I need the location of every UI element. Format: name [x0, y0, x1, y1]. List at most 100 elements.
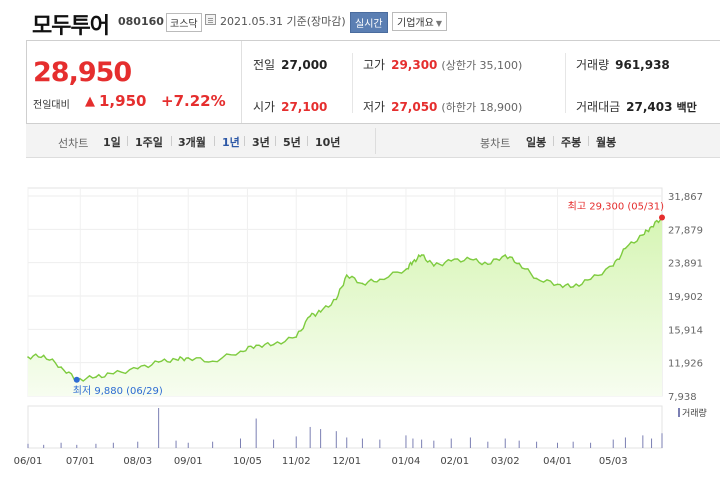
x-tick-label: 02/01 — [440, 456, 469, 467]
high-value: 29,300 — [391, 58, 438, 72]
price-point — [642, 234, 644, 236]
tab-separator — [127, 136, 128, 146]
low-marker-label: 최저 9,880 (06/29) — [73, 385, 163, 397]
price-point — [572, 286, 574, 288]
line-chart-label: 선차트 — [58, 137, 89, 150]
trade-amount: 거래대금 27,403 백만 — [576, 98, 697, 115]
low-label: 저가 — [363, 100, 386, 114]
price-point — [255, 344, 257, 347]
volume-bar — [320, 429, 322, 448]
y-tick-label: 31,867 — [668, 192, 703, 203]
high-label: 고가 — [363, 58, 386, 72]
x-tick-label: 09/01 — [174, 456, 203, 467]
price-point — [650, 225, 653, 228]
tab-3y[interactable]: 3년 — [252, 136, 270, 149]
volume-bar — [651, 438, 653, 448]
tab-1w[interactable]: 1주일 — [135, 136, 163, 149]
volume-bar — [405, 435, 407, 448]
volume-bar — [76, 444, 78, 448]
y-tick-label: 7,938 — [668, 392, 697, 403]
price-point — [612, 265, 615, 267]
divider — [352, 53, 353, 113]
high-marker — [659, 214, 665, 221]
tab-separator — [588, 136, 589, 146]
tab-1d[interactable]: 1일 — [103, 136, 121, 149]
tab-separator — [553, 136, 554, 146]
lower-limit: (하한가 18,900) — [441, 101, 523, 114]
tab-3m[interactable]: 3개월 — [178, 136, 206, 149]
volume-bar — [60, 442, 62, 448]
x-tick-label: 12/01 — [332, 456, 361, 467]
current-price: 28,950 — [33, 57, 132, 88]
volume-value: 961,938 — [615, 58, 670, 72]
tab-5y[interactable]: 5년 — [283, 136, 301, 149]
stock-header: 모두투어 080160 코스닥 2021.05.31 기준(장마감) 실시간 기… — [0, 0, 720, 40]
price-point — [361, 282, 364, 285]
amount-label: 거래대금 — [576, 100, 621, 114]
volume-bar — [27, 443, 29, 448]
tab-weekly[interactable]: 주봉 — [561, 136, 582, 149]
x-tick-label: 06/01 — [14, 456, 43, 467]
company-overview-label: 기업개요 — [397, 18, 434, 29]
volume-bar — [661, 433, 663, 448]
x-tick-label: 11/02 — [282, 456, 311, 467]
price-point — [589, 278, 592, 281]
volume-bar — [572, 441, 574, 448]
company-overview-button[interactable]: 기업개요 ▼ — [392, 12, 447, 31]
volume-bar — [379, 439, 381, 448]
volume-bar — [536, 441, 538, 448]
price-box: 28,950 전일대비 ▲ 1,950 +7.22% — [27, 41, 242, 123]
volume-bar — [433, 440, 435, 448]
tab-10y[interactable]: 10년 — [315, 136, 341, 149]
price-point — [624, 247, 627, 250]
stock-code: 080160 — [118, 15, 164, 28]
volume-frame — [27, 405, 663, 449]
volume-bar — [642, 435, 644, 448]
price-point — [136, 367, 139, 370]
volume-legend-swatch — [678, 408, 680, 417]
volume-label: 거래량 — [576, 58, 610, 72]
x-tick-label: 04/01 — [543, 456, 572, 467]
divider — [565, 53, 566, 113]
price-chart: 31,867 27,879 23,891 19,902 15,914 11,926 7,93… — [0, 158, 720, 481]
price-point — [450, 260, 453, 262]
stock-name: 모두투어 — [32, 14, 110, 39]
price-point — [319, 311, 322, 313]
price-point — [187, 357, 190, 359]
change-value: 1,950 — [99, 92, 147, 110]
x-tick-label: 07/01 — [66, 456, 95, 467]
volume-bar — [412, 438, 414, 448]
tab-separator — [307, 136, 308, 146]
price-point — [556, 283, 559, 286]
volume-bar — [421, 439, 423, 448]
change-label: 전일대비 — [33, 100, 70, 111]
price-point — [95, 376, 97, 378]
price-point — [309, 315, 311, 317]
volume-bar — [43, 444, 45, 448]
upper-limit: (상한가 35,100) — [441, 59, 523, 72]
tab-monthly[interactable]: 월봉 — [596, 136, 617, 149]
x-tick-label: 08/03 — [123, 456, 152, 467]
tab-1y[interactable]: 1년 — [222, 136, 240, 149]
tab-group-divider — [375, 128, 376, 154]
realtime-button[interactable]: 실시간 — [350, 12, 388, 33]
price-point — [487, 263, 489, 266]
price-point — [272, 343, 275, 346]
open-price: 시가 27,100 — [253, 98, 327, 115]
x-tick-label: 05/03 — [599, 456, 628, 467]
volume-bar — [239, 438, 241, 448]
volume: 거래량 961,938 — [576, 56, 670, 73]
price-point — [433, 265, 435, 267]
high-marker-label: 최고 29,300 (05/31) — [568, 200, 664, 212]
volume-bar — [95, 443, 97, 448]
volume-bar — [504, 438, 506, 448]
tab-daily[interactable]: 일봉 — [526, 136, 547, 149]
volume-bar — [212, 441, 214, 448]
volume-bar — [175, 440, 177, 448]
volume-bar — [187, 442, 189, 448]
volume-bar — [450, 438, 452, 448]
y-tick-label: 11,926 — [668, 359, 703, 370]
volume-bar — [255, 418, 257, 448]
price-point — [469, 258, 472, 261]
price-point — [504, 254, 507, 256]
